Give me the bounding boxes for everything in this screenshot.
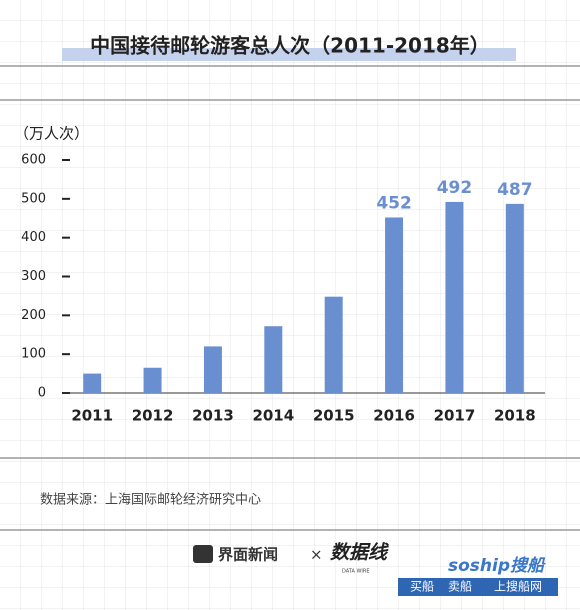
x-tick-label: 2016 (373, 407, 415, 425)
value-label: 487 (497, 180, 533, 200)
y-tick-label: 500 (21, 191, 46, 206)
source-note: 数据来源：上海国际邮轮经济研究中心 (40, 493, 261, 508)
y-tick-label: 300 (21, 269, 46, 284)
value-label: 492 (437, 178, 473, 198)
y-tick-label: 0 (38, 386, 46, 401)
y-tick-label: 100 (21, 347, 46, 362)
brand-icon (193, 545, 213, 563)
brand-name: 界面新闻 (218, 546, 278, 564)
x-tick-label: 2015 (313, 407, 355, 425)
x-tick-label: 2014 (252, 407, 294, 425)
x-tick-label: 2011 (71, 407, 113, 425)
watermark-link: 上搜船网 (494, 579, 542, 594)
bar (203, 346, 222, 393)
partner-subtitle: DATA WIRE (342, 569, 370, 575)
y-tick-label: 200 (21, 308, 46, 323)
title-highlight (62, 48, 516, 61)
separator: × (310, 546, 323, 564)
bar (324, 296, 343, 393)
bar (143, 367, 162, 393)
value-label: 452 (376, 193, 412, 213)
bar (264, 326, 283, 393)
y-tick-label: 400 (21, 230, 46, 245)
chart-title: 中国接待邮轮游客总人次（2011-2018年） (90, 34, 490, 58)
y-tick-label: 600 (21, 153, 46, 168)
x-tick-label: 2013 (192, 407, 234, 425)
bar (385, 217, 404, 393)
watermark-link: 买船 (410, 580, 434, 594)
partner-logo: 数据线 (330, 542, 389, 564)
unit-label: （万人次） (14, 125, 89, 143)
watermark-link: 卖船 (448, 580, 472, 594)
x-tick-label: 2017 (434, 407, 476, 425)
bar (445, 201, 464, 393)
x-tick-label: 2012 (132, 407, 174, 425)
bar (505, 203, 524, 393)
watermark: soship搜船 (448, 556, 546, 576)
x-tick-label: 2018 (494, 407, 536, 425)
watermark-band (398, 578, 558, 596)
bar (83, 373, 102, 393)
